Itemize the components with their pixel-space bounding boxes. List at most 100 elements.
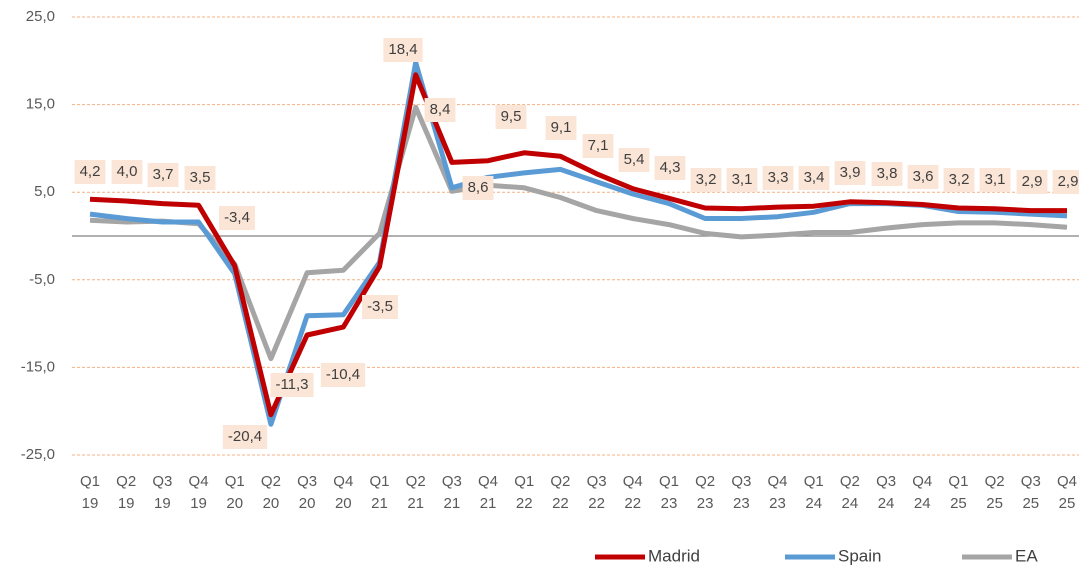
x-tick-label: 25: [1022, 495, 1039, 512]
data-label-box: [762, 166, 794, 190]
x-tick-label: Q3: [442, 473, 462, 490]
x-tick-label: Q1: [225, 473, 245, 490]
x-tick-label: Q2: [261, 473, 281, 490]
data-label-text: 9,1: [551, 119, 572, 136]
data-label: 3,5: [184, 166, 216, 190]
data-label-box: [219, 206, 255, 230]
data-label-text: 3,2: [949, 171, 970, 188]
x-tick-label: 25: [986, 495, 1003, 512]
x-tick-label: Q4: [623, 473, 643, 490]
x-tick-label: Q2: [116, 473, 136, 490]
x-tick-label: 24: [878, 495, 895, 512]
x-tick-label: Q2: [550, 473, 570, 490]
data-label: -11,3: [270, 373, 314, 397]
x-tick-label: 22: [588, 495, 605, 512]
data-label: 2,9: [1052, 170, 1079, 194]
data-label: 5,4: [618, 148, 650, 172]
x-tick-label: 23: [697, 495, 714, 512]
data-label-text: 8,4: [430, 101, 451, 118]
data-label: 3,2: [690, 168, 722, 192]
x-tick-label: Q4: [189, 473, 209, 490]
x-tick-label: Q4: [768, 473, 788, 490]
x-tick-label: 25: [1059, 495, 1076, 512]
legend-label: Spain: [838, 546, 881, 565]
x-tick-label: Q3: [876, 473, 896, 490]
data-label-box: [184, 166, 216, 190]
x-tick-label: Q1: [804, 473, 824, 490]
data-label: 3,8: [871, 162, 903, 186]
x-tick-label: 20: [335, 495, 352, 512]
x-tick-label: Q1: [80, 473, 100, 490]
series-line: [89, 104, 1068, 362]
x-tick-label: Q2: [406, 473, 426, 490]
data-label-text: -11,3: [275, 376, 308, 393]
data-label: 3,1: [979, 168, 1011, 192]
data-label-box: [618, 148, 650, 172]
x-tick-label: Q2: [840, 473, 860, 490]
data-label-box: [834, 161, 866, 185]
x-tick-label: Q1: [659, 473, 679, 490]
x-tick-label: 22: [552, 495, 569, 512]
data-label-box: [222, 425, 268, 449]
series-line: [89, 60, 1068, 427]
data-label-text: 2,9: [1058, 173, 1079, 190]
x-tick-label: 21: [371, 495, 388, 512]
x-tick-label: 19: [190, 495, 207, 512]
data-label-box: [147, 163, 179, 187]
data-label-box: [582, 134, 614, 158]
data-label: 8,4: [424, 98, 456, 122]
x-tick-label: Q4: [1057, 473, 1077, 490]
legend-label: Madrid: [648, 546, 700, 565]
data-label: -10,4: [320, 363, 366, 387]
data-label-text: 8,6: [468, 179, 489, 196]
data-label-text: 9,5: [501, 108, 522, 125]
data-label-box: [907, 165, 939, 189]
x-tick-label: Q1: [369, 473, 389, 490]
x-tick-label: 19: [154, 495, 171, 512]
x-tick-label: 19: [82, 495, 99, 512]
x-tick-label: Q3: [1021, 473, 1041, 490]
x-tick-label: Q3: [152, 473, 172, 490]
y-tick-label: 5,0: [34, 183, 55, 200]
data-label-box: [362, 295, 398, 319]
data-label: 3,4: [798, 166, 830, 190]
data-label-box: [943, 168, 975, 192]
data-label: 7,1: [582, 134, 614, 158]
x-tick-label: Q1: [514, 473, 534, 490]
x-tick-label: 21: [407, 495, 424, 512]
y-tick-label: -15,0: [21, 358, 55, 375]
x-tick-label: 21: [480, 495, 497, 512]
data-label-box: [495, 105, 527, 129]
data-label-box: [690, 168, 722, 192]
data-label: -20,4: [222, 425, 268, 449]
x-tick-label: 19: [118, 495, 135, 512]
x-tick-label: 23: [733, 495, 750, 512]
x-tick-label: Q1: [948, 473, 968, 490]
data-label-box: [979, 168, 1011, 192]
data-label: 8,6: [462, 176, 494, 200]
data-label-text: 3,1: [985, 171, 1006, 188]
data-label-box: [320, 363, 366, 387]
series-line: [89, 72, 1067, 418]
data-label-text: 7,1: [588, 137, 609, 154]
data-label-box: [383, 38, 423, 62]
data-label-box: [270, 373, 314, 397]
data-label-text: 2,9: [1022, 173, 1043, 190]
data-label: 9,5: [495, 105, 527, 129]
data-label-text: 3,5: [190, 169, 211, 186]
data-label: 18,4: [383, 38, 423, 62]
data-label-text: 3,8: [877, 165, 898, 182]
x-tick-label: 22: [624, 495, 641, 512]
y-tick-label: 25,0: [26, 8, 55, 25]
x-tick-label: Q2: [985, 473, 1005, 490]
data-label: 3,1: [726, 168, 758, 192]
data-label-text: 3,2: [696, 171, 717, 188]
data-label-box: [1016, 170, 1048, 194]
x-tick-label: 20: [263, 495, 280, 512]
x-tick-label: Q4: [333, 473, 353, 490]
x-tick-label: 24: [842, 495, 859, 512]
y-tick-label: 15,0: [26, 96, 55, 113]
x-tick-label: 23: [661, 495, 678, 512]
data-label-box: [1052, 170, 1079, 194]
